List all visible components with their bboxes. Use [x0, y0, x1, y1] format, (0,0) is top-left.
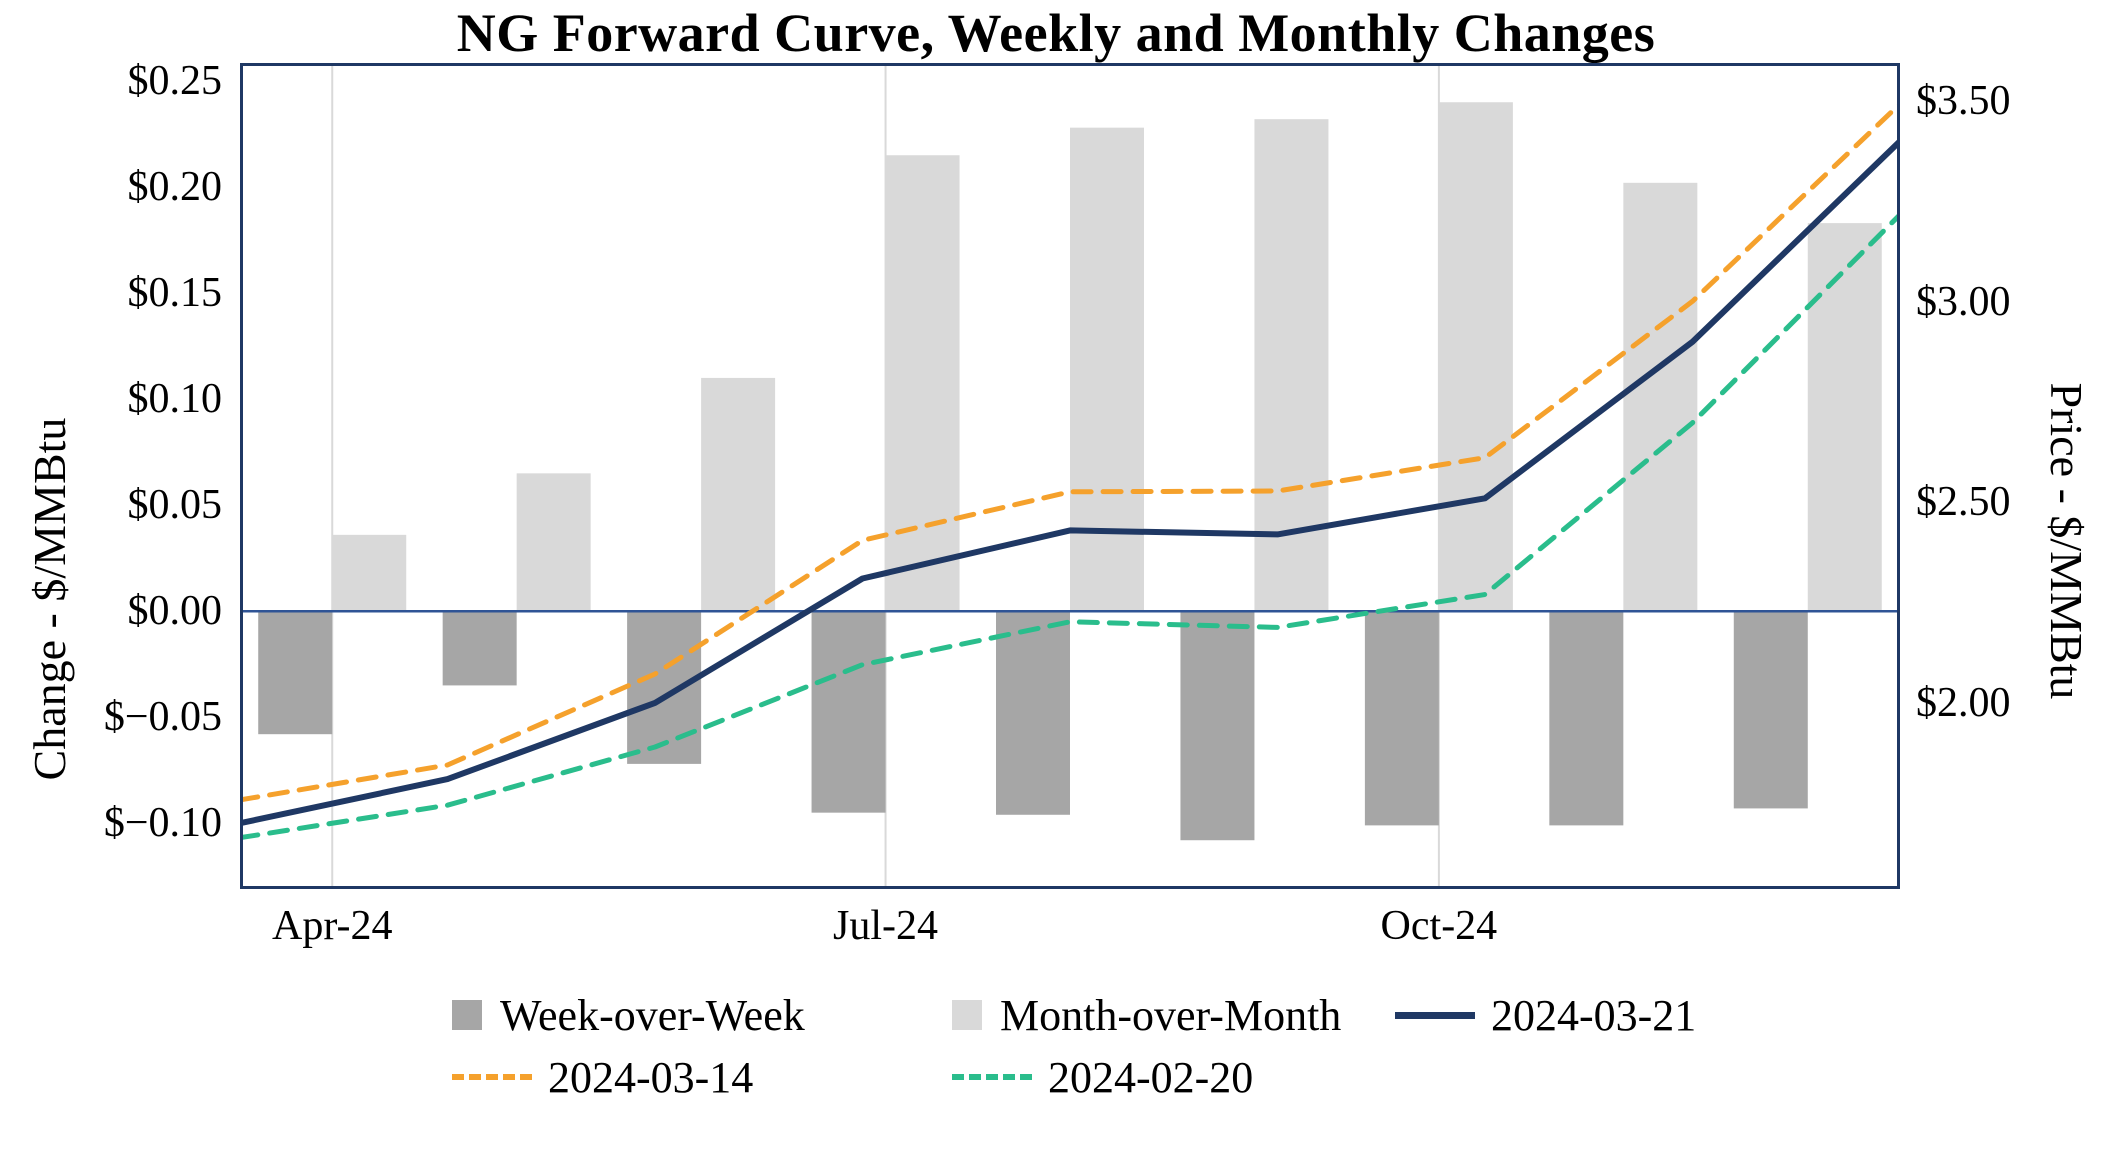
line-2024-03-14 [240, 101, 1900, 803]
legend-line-marker-2024-02-20 [952, 1074, 1032, 1080]
bar-Week-over-Week-Aug-24 [996, 611, 1070, 815]
bar-Week-over-Week-Jul-24 [811, 611, 886, 813]
bar-Week-over-Week-Oct-24 [1364, 611, 1439, 826]
right-axis-tick: $3.50 [1916, 78, 2011, 125]
bar-Month-over-Month-Jul-24 [885, 155, 960, 612]
plot-area [240, 63, 1900, 889]
line-2024-03-21 [240, 138, 1900, 827]
legend-item-2024-02-20: 2024-02-20 [952, 1052, 1253, 1103]
bar-Month-over-Month-Nov-24 [1623, 182, 1698, 612]
legend-swatch-month-over-month [952, 1000, 982, 1030]
legend-label-2024-03-14: 2024-03-14 [548, 1052, 754, 1102]
bar-Week-over-Week-Sep-24 [1180, 611, 1255, 841]
legend: Week-over-Week Month-over-Month 2024-03-… [452, 984, 1696, 1108]
x-axis-tick: Apr-24 [271, 903, 393, 949]
chart-title: NG Forward Curve, Weekly and Monthly Cha… [456, 3, 1656, 63]
right-axis-title: Price - $/MMBtu [2041, 382, 2092, 700]
legend-item-2024-03-21: 2024-03-21 [1395, 990, 1696, 1041]
left-axis-tick: $−0.05 [103, 694, 222, 741]
x-axis-tick: Jul-24 [833, 903, 939, 949]
bar-Month-over-Month-Oct-24 [1438, 102, 1513, 612]
bar-Month-over-Month-May-24 [516, 473, 591, 612]
bar-Month-over-Month-Aug-24 [1070, 127, 1144, 612]
left-axis-tick: $0.00 [127, 588, 223, 635]
legend-label-2024-03-21: 2024-03-21 [1491, 990, 1697, 1040]
legend-item-month-over-month: Month-over-Month [952, 990, 1395, 1041]
bar-Month-over-Month-Sep-24 [1254, 119, 1329, 612]
legend-swatch-week-over-week [452, 1000, 482, 1030]
plot-border [240, 63, 1900, 889]
bar-Month-over-Month-Jun-24 [701, 377, 776, 612]
left-axis-tick: $0.25 [127, 58, 223, 105]
bar-Week-over-Week-Dec-24 [1733, 611, 1808, 809]
bar-Week-over-Week-May-24 [442, 611, 517, 686]
left-axis-tick: $−0.10 [103, 800, 222, 847]
bar-Week-over-Week-Nov-24 [1549, 611, 1624, 826]
legend-row-2: 2024-03-14 2024-02-20 [452, 1046, 1696, 1108]
legend-item-2024-03-14: 2024-03-14 [452, 1052, 952, 1103]
legend-line-marker-2024-03-14 [452, 1074, 532, 1080]
left-axis-tick: $0.05 [127, 482, 223, 529]
legend-label-2024-02-20: 2024-02-20 [1048, 1052, 1254, 1102]
left-axis-tick: $0.10 [127, 376, 223, 423]
right-axis-tick: $2.50 [1916, 479, 2011, 526]
legend-item-week-over-week: Week-over-Week [452, 990, 952, 1041]
bar-Month-over-Month-Apr-24 [332, 534, 407, 612]
bar-Week-over-Week-Apr-24 [258, 611, 333, 735]
left-axis-tick: $0.20 [127, 164, 223, 211]
line-2024-02-20 [240, 212, 1900, 841]
x-axis-tick: Oct-24 [1380, 903, 1498, 949]
bar-Week-over-Week-Jun-24 [627, 611, 702, 764]
left-axis-tick: $0.15 [127, 270, 223, 317]
right-axis-tick: $2.00 [1916, 679, 2011, 726]
legend-row-1: Week-over-Week Month-over-Month 2024-03-… [452, 984, 1696, 1046]
right-axis-tick: $3.00 [1916, 278, 2011, 325]
bar-Month-over-Month-Dec-24 [1807, 223, 1882, 612]
legend-label-week-over-week: Week-over-Week [500, 990, 805, 1040]
legend-line-marker-2024-03-21 [1395, 1011, 1475, 1019]
legend-label-month-over-month: Month-over-Month [1000, 990, 1342, 1040]
